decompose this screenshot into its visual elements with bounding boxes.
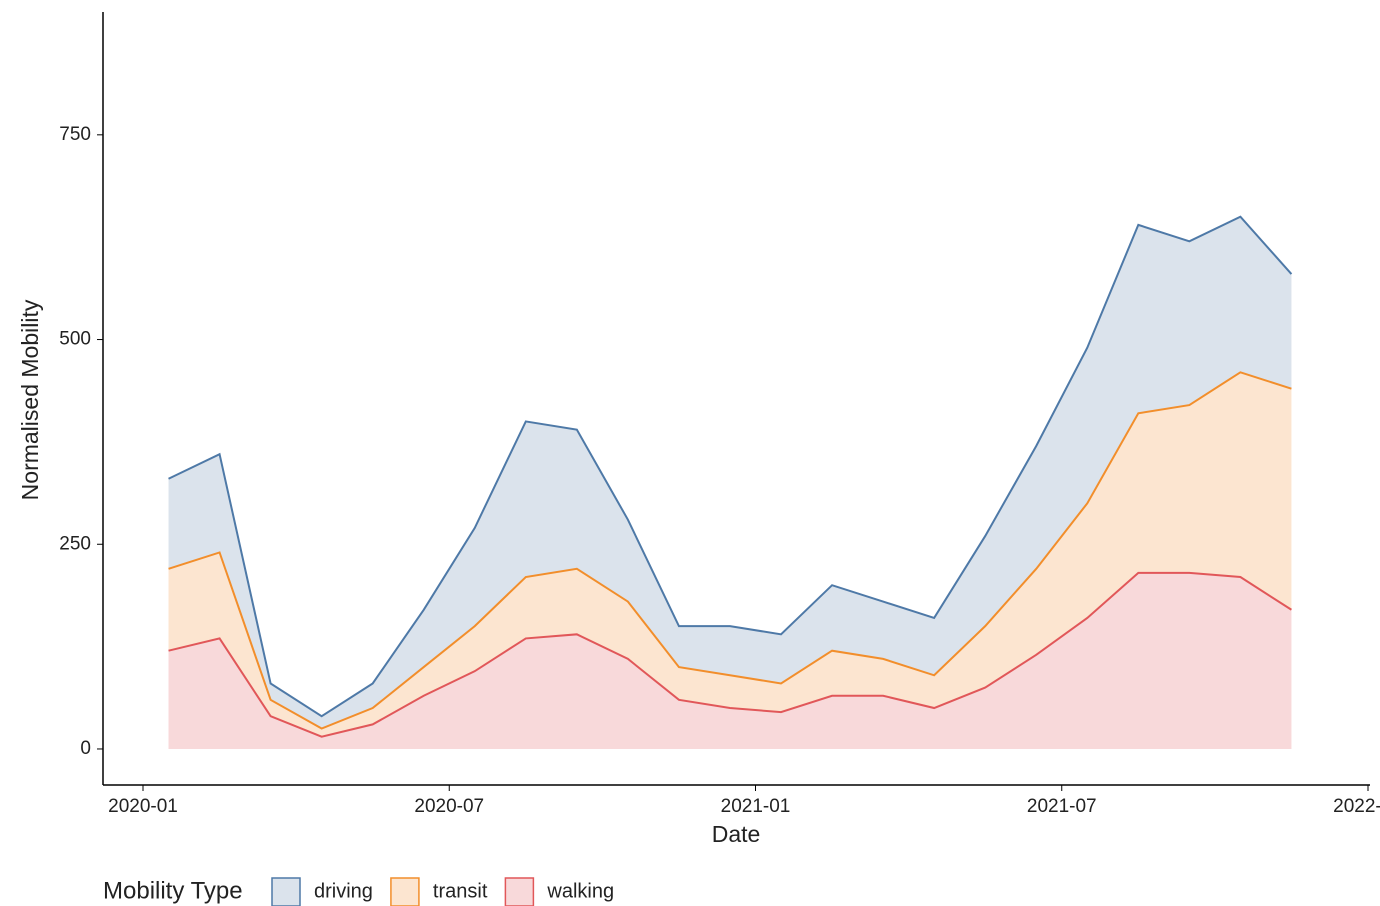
x-tick-label: 2021-07 bbox=[1027, 796, 1097, 817]
legend-key bbox=[504, 877, 535, 906]
area-fill bbox=[168, 216, 1292, 729]
y-tick-label: 250 bbox=[59, 533, 91, 554]
area-fill bbox=[168, 572, 1292, 749]
legend-label: driving bbox=[314, 880, 373, 902]
y-tick-label: 0 bbox=[80, 738, 91, 759]
x-tick-label: 2021-01 bbox=[721, 796, 791, 817]
area-fill bbox=[168, 372, 1292, 737]
y-tick-label: 750 bbox=[59, 124, 91, 145]
y-tick-label: 500 bbox=[59, 329, 91, 350]
legend-label: walking bbox=[546, 880, 614, 902]
legend-key bbox=[390, 877, 420, 906]
x-tick-label: 2022-01 bbox=[1333, 796, 1380, 817]
series-line bbox=[168, 571, 1292, 738]
series-line bbox=[168, 215, 1293, 718]
x-tick-label: 2020-01 bbox=[108, 796, 178, 817]
legend-key bbox=[271, 877, 301, 906]
plot-area bbox=[168, 215, 1293, 749]
series-line bbox=[168, 371, 1292, 730]
legend-title: Mobility Type bbox=[103, 877, 243, 904]
x-tick-label: 2020-07 bbox=[414, 796, 484, 817]
legend-label: transit bbox=[433, 880, 488, 902]
x-axis-title: Date bbox=[712, 821, 761, 847]
y-axis-title: Normalised Mobility bbox=[17, 299, 43, 500]
